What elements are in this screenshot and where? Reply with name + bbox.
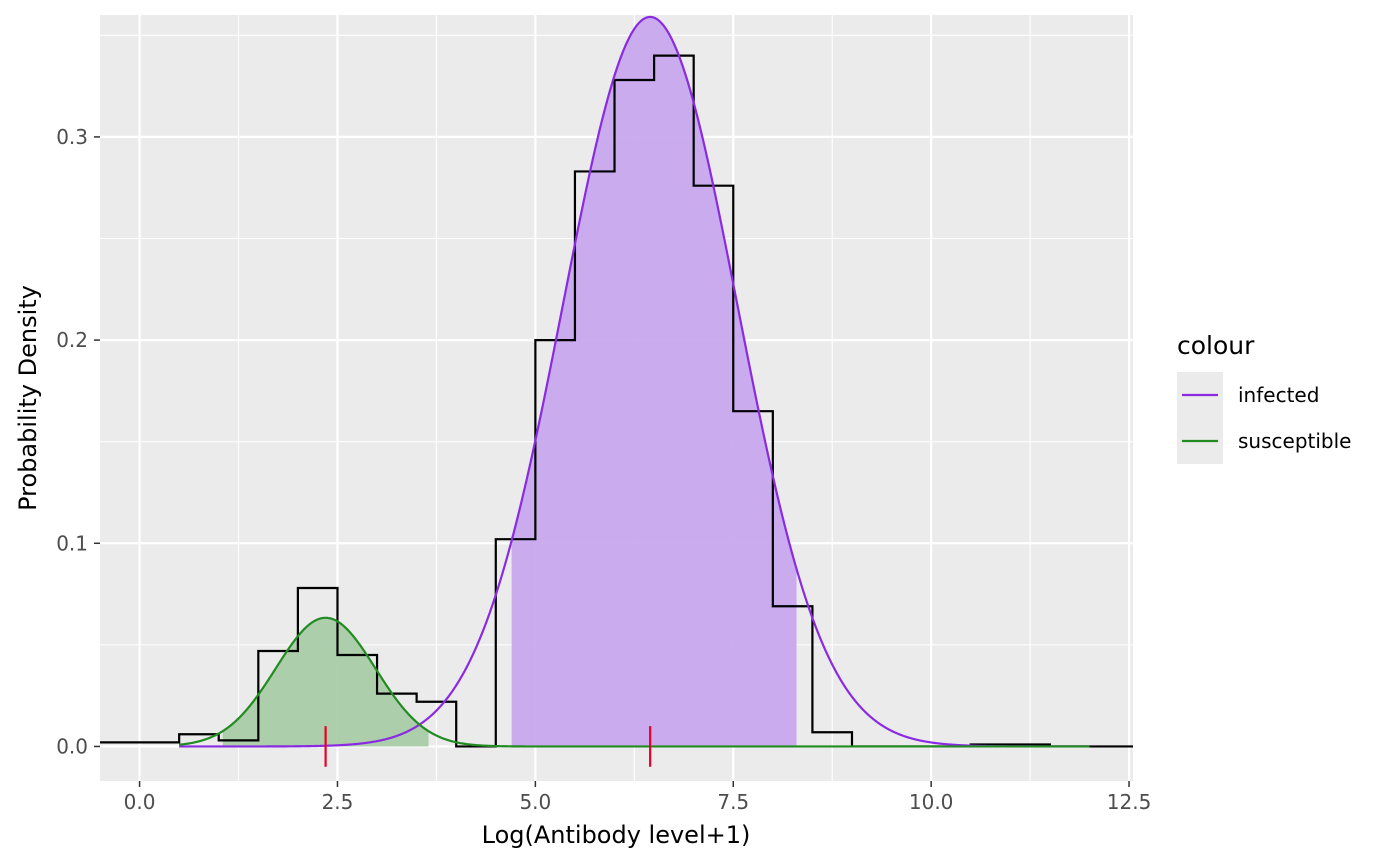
y-tick-label: 0.1 (56, 531, 88, 555)
density-curve-infected (179, 15, 1090, 748)
legend: colour infected susceptible (1177, 331, 1351, 464)
legend-label-susceptible: susceptible (1238, 429, 1351, 453)
x-tick-label: 12.5 (1107, 790, 1152, 814)
y-axis-ticks: 0.0 0.1 0.2 0.3 (56, 125, 100, 758)
shaded-area-infected (511, 16, 797, 747)
shaded-areas (222, 16, 797, 747)
legend-title: colour (1177, 331, 1255, 360)
x-axis-ticks: 0.0 2.5 5.0 7.5 10.0 12.5 (124, 781, 1152, 814)
legend-label-infected: infected (1238, 383, 1319, 407)
y-tick-label: 0.2 (56, 328, 88, 352)
y-tick-label: 0.0 (56, 734, 88, 758)
marker-layer (324, 726, 652, 767)
y-axis-title: Probability Density (14, 285, 42, 511)
density-curve-susceptible (179, 616, 1090, 748)
x-tick-label: 0.0 (124, 790, 156, 814)
x-tick-label: 10.0 (909, 790, 954, 814)
x-tick-label: 2.5 (322, 790, 354, 814)
y-tick-label: 0.3 (56, 125, 88, 149)
x-tick-label: 7.5 (717, 790, 749, 814)
x-axis-title: Log(Antibody level+1) (482, 821, 751, 849)
shaded-area-susceptible (222, 617, 429, 747)
curve-layer (179, 15, 1090, 748)
x-tick-label: 5.0 (519, 790, 551, 814)
